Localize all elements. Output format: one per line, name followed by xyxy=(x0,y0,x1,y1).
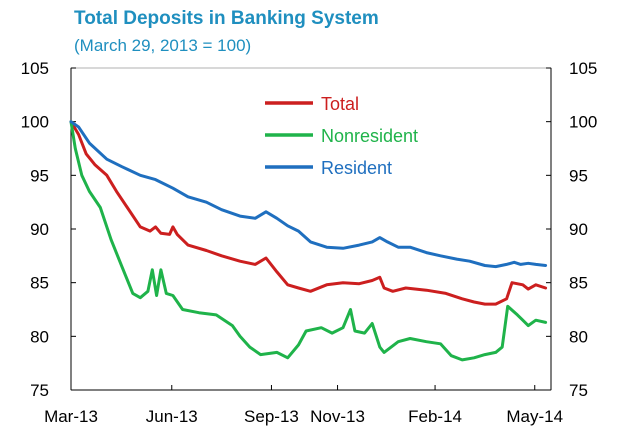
y-tick-label-left: 75 xyxy=(30,381,49,400)
legend-label-total: Total xyxy=(321,94,359,114)
x-tick-label: Jun-13 xyxy=(146,407,198,426)
legend: Total Nonresident Resident xyxy=(265,94,418,178)
series-lines xyxy=(69,120,548,362)
x-tick-label: May-14 xyxy=(506,407,563,426)
legend-label-resident: Resident xyxy=(321,158,392,178)
chart-title: Total Deposits in Banking System xyxy=(74,8,379,29)
y-tick-label-right: 90 xyxy=(569,220,588,239)
x-tick-label: Nov-13 xyxy=(310,407,365,426)
y-tick-label-left: 105 xyxy=(21,59,49,78)
series-line-resident xyxy=(69,120,548,269)
y-tick-label-right: 100 xyxy=(569,113,597,132)
y-tick-label-right: 105 xyxy=(569,59,597,78)
y-tick-label-left: 85 xyxy=(30,274,49,293)
series-line-total xyxy=(69,120,548,306)
x-tick-label: Feb-14 xyxy=(408,407,462,426)
x-axis: Mar-13 Jun-13 Sep-13 Nov-13 Feb-14 May-14 xyxy=(44,385,563,426)
legend-label-nonresident: Nonresident xyxy=(321,126,418,146)
y-tick-label-left: 95 xyxy=(30,166,49,185)
y-tick-label-right: 95 xyxy=(569,166,588,185)
y-tick-label-right: 80 xyxy=(569,327,588,346)
x-tick-label: Mar-13 xyxy=(44,407,98,426)
right-y-axis: 75 80 85 90 95 100 105 xyxy=(546,59,597,400)
chart-subtitle: (March 29, 2013 = 100) xyxy=(74,36,252,55)
y-tick-label-left: 90 xyxy=(30,220,49,239)
y-tick-label-left: 100 xyxy=(21,113,49,132)
y-tick-label-right: 85 xyxy=(569,274,588,293)
x-tick-label: Sep-13 xyxy=(244,407,299,426)
series-line-nonresident xyxy=(69,120,548,362)
left-y-axis: 75 80 85 90 95 100 105 xyxy=(21,59,76,400)
y-tick-label-right: 75 xyxy=(569,381,588,400)
y-tick-label-left: 80 xyxy=(30,327,49,346)
